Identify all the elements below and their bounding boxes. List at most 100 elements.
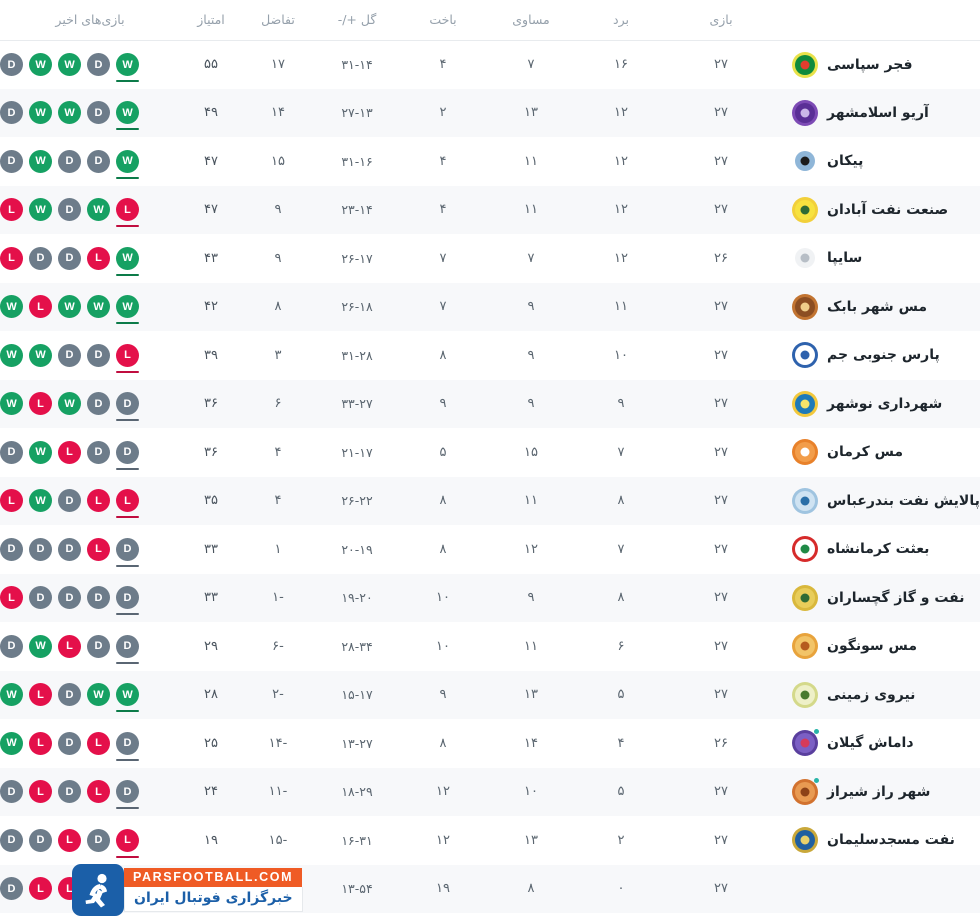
form-badge-l[interactable]: L [17,877,40,900]
form-badge-w[interactable]: W [46,150,69,173]
table-row[interactable]: ۹ مس کرمان ۲۷ ۷ ۱۵ ۵ ۲۱-۱۷ ۴ ۳۶ DWLDD [0,428,980,477]
cell-team[interactable]: مس شهر بابک [706,283,936,332]
column-header-played[interactable]: بازی [596,0,706,40]
table-row[interactable]: ۱۸ ۲۷ ۰ ۸ ۱۹ ۱۳-۵۴ -۴۱ ۸ DLLLL [0,865,980,914]
form-badge-d[interactable]: D [0,780,11,803]
form-badge-w[interactable]: W [46,101,69,124]
form-badge-d[interactable]: D [0,586,11,609]
form-badge-d[interactable]: D [17,150,40,173]
form-badge-d[interactable]: D [17,829,40,852]
form-badge-w[interactable]: W [0,53,11,76]
form-badge-w[interactable]: W [46,295,69,318]
form-badge-w[interactable]: W [17,683,40,706]
form-badge-d[interactable]: D [0,247,11,270]
cell-team[interactable]: صنعت نفت آبادان [706,186,936,235]
form-badge-d[interactable]: D [46,392,69,415]
cell-team[interactable]: پالایش نفت بندرعباس [706,477,936,526]
form-badge-l[interactable]: L [17,489,40,512]
table-row[interactable]: ۱فجر سپاسی۲۷۱۶۷۴۳۱-۱۴۱۷۵۵DWWDW [0,40,980,89]
column-header-rank[interactable]: # [936,0,980,40]
form-badge-d[interactable]: D [0,683,11,706]
cell-team[interactable]: شهر راز شیراز [706,768,936,817]
table-row[interactable]: ۳ پیکان ۲۷ ۱۲ ۱۱ ۴ ۳۱-۱۶ ۱۵ ۴۷ DWDDW [0,137,980,186]
cell-team[interactable]: فجر سپاسی [706,40,936,89]
form-badge-d[interactable]: D [46,635,69,658]
cell-team[interactable]: نفت و گاز گچساران [706,574,936,623]
form-badge-d[interactable]: D [0,198,11,221]
form-badge-l[interactable]: L [46,877,69,900]
table-row[interactable]: ۵ سایپا ۲۶ ۱۲ ۷ ۷ ۲۶-۱۷ ۹ ۴۳ LDDLW [0,234,980,283]
cell-team[interactable]: داماش گیلان [706,719,936,768]
form-badge-l[interactable]: L [17,732,40,755]
form-badge-d[interactable]: D [46,732,69,755]
column-header-draw[interactable]: مساوی [416,0,506,40]
form-badge-l[interactable]: L [46,829,69,852]
form-badge-d[interactable]: D [46,780,69,803]
form-badge-w[interactable]: W [0,295,11,318]
form-badge-d[interactable]: D [0,732,11,755]
form-badge-l[interactable]: L [17,780,40,803]
form-badge-l[interactable]: L [46,344,69,367]
cell-team[interactable] [706,865,936,914]
form-badge-d[interactable]: D [0,150,11,173]
form-badge-d[interactable]: D [17,441,40,464]
form-badge-l[interactable]: L [17,538,40,561]
form-badge-w[interactable]: W [17,198,40,221]
form-badge-l[interactable]: L [46,489,69,512]
table-row[interactable]: ۱۴ نیروی زمینی ۲۷ ۵ ۱۳ ۹ ۱۵-۱۷ -۲ ۲۸ WLDWW [0,671,980,720]
form-badge-w[interactable]: W [46,683,69,706]
form-badge-l[interactable]: L [0,635,11,658]
cell-team[interactable]: سایپا [706,234,936,283]
table-row[interactable]: ۸ شهرداری نوشهر ۲۷ ۹ ۹ ۹ ۳۳-۲۷ ۶ ۳۶ WLWDD [0,380,980,429]
form-badge-d[interactable]: D [17,53,40,76]
column-header-diff[interactable]: تفاضل [172,0,244,40]
table-row[interactable]: ۱۶ شهر راز شیراز ۲۷ ۵ ۱۰ ۱۲ ۱۸-۲۹ -۱۱ ۲۴ DLDLD [0,768,980,817]
form-badge-l[interactable]: L [46,198,69,221]
form-badge-l[interactable]: L [0,829,11,852]
cell-points: ۳۳ [110,574,172,623]
cell-team[interactable]: پارس جنوبی جم [706,331,936,380]
form-badge-d[interactable]: D [17,101,40,124]
table-row[interactable]: ۷ پارس جنوبی جم ۲۷ ۱۰ ۹ ۸ ۳۱-۲۸ ۳ ۳۹ WWDDL [0,331,980,380]
cell-team[interactable]: نیروی زمینی [706,671,936,720]
form-badge-w[interactable]: W [46,53,69,76]
form-badge-d[interactable]: D [46,441,69,464]
form-badge-d[interactable]: D [17,635,40,658]
column-header-points[interactable]: امتیاز [110,0,172,40]
column-header-goals[interactable]: گل +/- [244,0,330,40]
cell-team[interactable]: مس کرمان [706,428,936,477]
cell-team[interactable]: بعثت کرمانشاه [706,525,936,574]
column-header-loss[interactable]: باخت [330,0,416,40]
table-row[interactable]: ۱۲ نفت و گاز گچساران ۲۷ ۸ ۹ ۱۰ ۱۹-۲۰ -۱ ۳۳ LDDDD [0,574,980,623]
table-row[interactable]: ۲آریو اسلامشهر۲۷۱۲۱۳۲۲۷-۱۳۱۴۴۹DWWDW [0,89,980,138]
table-row[interactable]: ۴ صنعت نفت آبادان ۲۷ ۱۲ ۱۱ ۴ ۲۳-۱۴ ۹ ۴۷ LWDWL [0,186,980,235]
form-badge-l[interactable]: L [17,247,40,270]
form-badge-l[interactable]: L [0,877,11,900]
form-badge-d[interactable]: D [0,489,11,512]
form-badge-w[interactable]: W [0,392,11,415]
table-row[interactable]: ۱۱بعثت کرمانشاه۲۷۷۱۲۸۲۰-۱۹۱۳۳DDDLD [0,525,980,574]
form-badge-d[interactable]: D [17,392,40,415]
form-badge-w[interactable]: W [0,101,11,124]
table-row[interactable]: ۱۰ پالایش نفت بندرعباس ۲۷ ۸ ۱۱ ۸ ۲۶-۲۲ ۴ ۳۵ LWDLL [0,477,980,526]
form-badge-d[interactable]: D [46,538,69,561]
cell-team[interactable]: آریو اسلامشهر [706,89,936,138]
table-row[interactable]: ۱۳ مس سونگون ۲۷ ۶ ۱۱ ۱۰ ۲۸-۳۴ -۶ ۲۹ DWLDD [0,622,980,671]
form-badge-d[interactable]: D [0,344,11,367]
form-badge-d[interactable]: D [17,344,40,367]
column-header-team[interactable]: تیم [706,0,936,40]
form-badge-d[interactable]: D [46,586,69,609]
form-badge-d[interactable]: D [0,538,11,561]
table-row[interactable]: ۱۷ نفت مسجدسلیمان ۲۷ ۲ ۱۳ ۱۲ ۱۶-۳۱ -۱۵ ۱۹ DDLDL [0,816,980,865]
column-header-win[interactable]: برد [506,0,596,40]
form-badge-l[interactable]: L [0,441,11,464]
cell-team[interactable]: نفت مسجدسلیمان [706,816,936,865]
form-badge-w[interactable]: W [46,247,69,270]
form-badge-d[interactable]: D [17,586,40,609]
cell-team[interactable]: مس سونگون [706,622,936,671]
cell-team[interactable]: شهرداری نوشهر [706,380,936,429]
cell-team[interactable]: پیکان [706,137,936,186]
form-badge-w[interactable]: W [17,295,40,318]
table-row[interactable]: ۶ مس شهر بابک ۲۷ ۱۱ ۹ ۷ ۲۶-۱۸ ۸ ۴۲ WLWWW [0,283,980,332]
table-row[interactable]: ۱۵ داماش گیلان ۲۶ ۴ ۱۴ ۸ ۱۳-۲۷ -۱۴ ۲۵ WLDLD [0,719,980,768]
